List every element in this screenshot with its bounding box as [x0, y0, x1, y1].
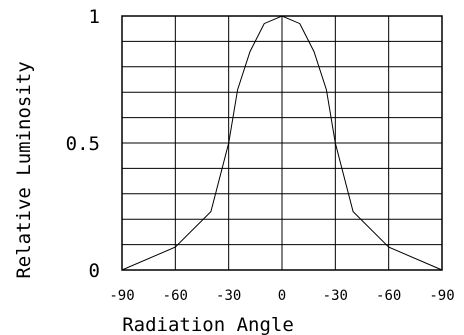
y-axis-label: Relative Luminosity [13, 61, 35, 278]
x-tick-label: -90 [429, 288, 454, 304]
x-tick-label: -90 [109, 288, 134, 304]
x-tick-label: -30 [216, 288, 241, 304]
x-tick-label: -60 [163, 288, 188, 304]
grid [122, 16, 442, 270]
series-line-0 [121, 15, 443, 271]
x-tick-label: -60 [376, 288, 401, 304]
x-tick-label: -30 [323, 288, 348, 304]
x-axis-label: Radiation Angle [122, 314, 294, 335]
y-tick-label: 0 [89, 260, 100, 282]
x-tick-labels: -90 -60 -30 0 -30 -60 -90 [109, 288, 454, 304]
y-tick-label: 0.5 [66, 133, 100, 155]
series-layer [121, 15, 443, 271]
y-tick-labels: 00.51 [66, 6, 100, 282]
y-tick-label: 1 [89, 6, 100, 28]
x-tick-label: 0 [278, 288, 286, 304]
